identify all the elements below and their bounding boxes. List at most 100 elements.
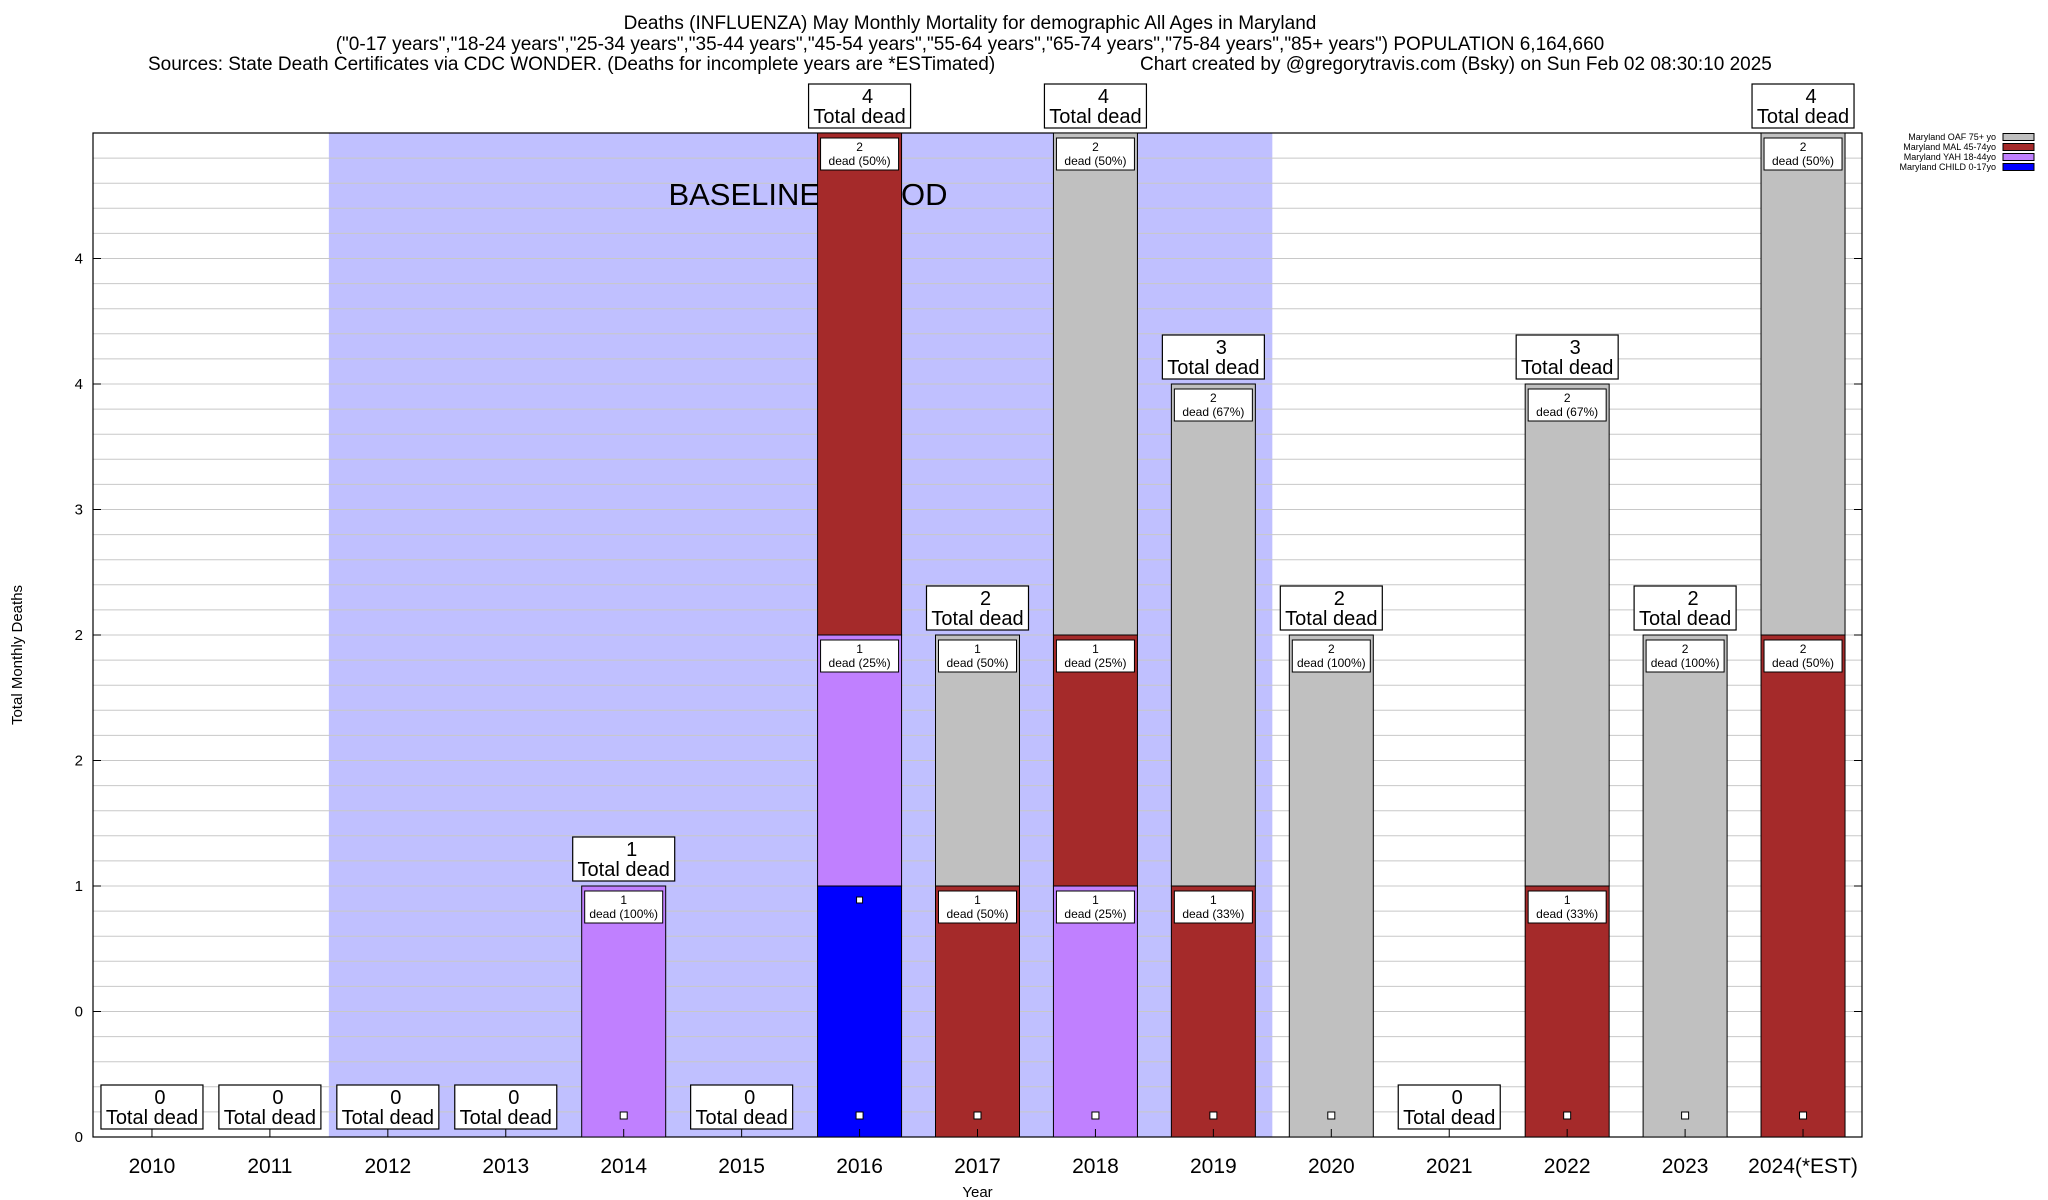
total-label-box [1633,585,1737,631]
segment-label-box [1763,639,1843,673]
segment-label-count: 2 [1682,642,1689,656]
total-label-box [807,83,912,129]
segment-label-count: 1 [1092,893,1099,907]
x-tick-label: 2013 [482,1155,529,1178]
segment-label-box [1763,137,1843,171]
y-tick-label: 1 [75,878,83,895]
total-label-box [1515,334,1619,380]
legend-label: Maryland OAF 75+ yo [1908,132,1996,142]
total-label-count: 1 [626,839,637,861]
bar-segment [1760,132,1846,636]
segment-label-box [1055,890,1135,924]
segment-label-text: dead (25%) [829,656,891,670]
baseline-period-label: BASELINE PERIOD [668,177,947,212]
segment-label-box [1291,639,1371,673]
segment-label-text: dead (50%) [1772,656,1834,670]
segment-label-text: dead (25%) [1064,656,1126,670]
segment-label-count: 1 [620,893,627,907]
total-label-box [1279,585,1383,631]
total-label-count: 4 [862,86,873,108]
segment-label-count: 1 [974,893,981,907]
x-tick-label: 2012 [364,1155,411,1178]
total-label-text: Total dead [813,106,905,128]
bar-segment [935,885,1020,1138]
segment-label-text: dead (33%) [1536,907,1598,921]
total-label-count: 2 [1688,588,1699,610]
total-label-box [1161,334,1265,380]
segment-label-text: dead (100%) [589,907,658,921]
total-label-box [454,1084,558,1130]
y-tick-label: 2 [75,753,83,770]
segment-label-count: 1 [1092,642,1099,656]
total-label-box [336,1084,440,1130]
total-label-count: 0 [744,1087,755,1109]
total-label-text: Total dead [1049,106,1141,128]
y-tick-label: 4 [75,376,83,393]
segment-label-count: 2 [1564,391,1571,405]
x-tick-label: 2015 [718,1155,765,1178]
segment-label-text: dead (100%) [1297,656,1366,670]
segment-label-box [938,890,1017,924]
x-tick-label: 2010 [129,1155,176,1178]
segment-label-count: 1 [856,642,863,656]
total-label-text: Total dead [1403,1107,1495,1129]
total-label-text: Total dead [578,859,670,881]
chart-sources: Sources: State Death Certificates via CD… [148,54,996,75]
x-marker [1799,1111,1808,1120]
total-label-box [1397,1084,1501,1130]
total-label-text: Total dead [342,1107,434,1129]
segment-label-text: dead (50%) [1772,154,1834,168]
x-tick-label: 2019 [1190,1155,1237,1178]
segment-label-text: dead (67%) [1182,405,1244,419]
chart-credit: Chart created by @gregorytravis.com (Bsk… [1140,54,1772,75]
segment-label-text: dead (50%) [946,907,1008,921]
total-label-count: 0 [1452,1087,1463,1109]
segment-label-count: 2 [1092,140,1099,154]
bar-segment [1760,634,1846,1138]
segment-label-box [1055,137,1135,171]
segment-label-text: dead (50%) [829,154,891,168]
total-label-count: 3 [1570,337,1581,359]
segment-label-count: 1 [974,642,981,656]
total-label-box [690,1084,794,1130]
segment-label-box [820,639,900,673]
segment-label-box [1645,639,1725,673]
x-axis-title: Year [962,1184,992,1200]
total-label-count: 0 [508,1087,519,1109]
segment-marker [856,896,864,904]
total-label-text: Total dead [1167,357,1259,379]
chart-subtitle: ("0-17 years","18-24 years","25-34 years… [335,34,1605,55]
x-marker [1563,1111,1572,1120]
segment-label-count: 2 [1210,391,1217,405]
segment-label-count: 2 [1800,642,1807,656]
y-tick-label: 4 [75,251,83,268]
total-label-count: 4 [1805,86,1816,108]
segment-label-text: dead (50%) [946,656,1008,670]
x-marker [1209,1111,1218,1120]
bar-segment [1052,132,1138,636]
x-marker [973,1111,982,1120]
x-marker [1327,1111,1336,1120]
y-tick-label: 2 [75,627,83,644]
total-label-text: Total dead [1521,357,1613,379]
legend-swatch [2002,163,2035,171]
total-label-count: 0 [390,1087,401,1109]
y-tick-label: 0 [75,1129,83,1146]
bar-segment [935,634,1020,887]
total-label-box [925,585,1030,631]
total-label-count: 2 [1334,588,1345,610]
x-tick-label: 2016 [836,1155,883,1178]
total-label-box [1751,83,1855,129]
segment-label-count: 2 [856,140,863,154]
total-label-count: 2 [980,588,991,610]
total-label-count: 0 [272,1087,283,1109]
x-tick-label: 2022 [1544,1155,1591,1178]
x-marker [1681,1111,1690,1120]
bar-segment [1288,634,1374,1138]
legend-label: Maryland YAH 18-44yo [1904,152,1996,162]
segment-label-text: dead (25%) [1064,907,1126,921]
x-marker [619,1111,628,1120]
legend-swatch [2002,153,2035,161]
y-tick-label: 0 [75,1004,83,1021]
bar-segment [1170,383,1256,887]
